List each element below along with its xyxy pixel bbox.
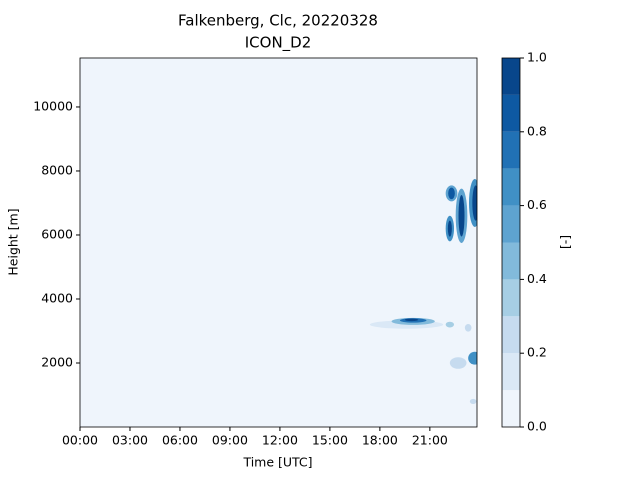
x-tick-label: 06:00: [162, 433, 198, 448]
colorbar-level: [502, 58, 520, 95]
cloud-cell: [464, 323, 472, 332]
colorbar-level: [502, 168, 520, 206]
y-tick-label: 2000: [41, 354, 73, 369]
colorbar-level: [502, 94, 520, 132]
cloud-cell: [458, 194, 465, 237]
cloud-cell: [404, 318, 419, 322]
y-tick-label: 8000: [41, 162, 73, 177]
cloud-cell: [469, 398, 477, 404]
colorbar-tick-label: 0.2: [527, 345, 547, 360]
cloud-cell: [445, 321, 455, 328]
cloud-cell: [447, 220, 452, 237]
colorbar-level: [502, 242, 520, 280]
colorbar-label: [-]: [558, 235, 573, 249]
x-tick-label: 00:00: [62, 433, 98, 448]
chart-title: Falkenberg, Clc, 20220328: [178, 12, 378, 30]
plot-area: [80, 58, 477, 427]
x-tick-label: 18:00: [362, 433, 398, 448]
x-axis-label: Time [UTC]: [242, 455, 312, 470]
cloud-cell: [448, 187, 455, 200]
colorbar-level: [502, 205, 520, 243]
colorbar-tick-label: 0.8: [527, 123, 547, 138]
colorbar-tick-label: 0.4: [527, 271, 547, 286]
colorbar-tick-label: 0.6: [527, 197, 547, 212]
x-tick-label: 03:00: [112, 433, 148, 448]
colorbar-frame: [501, 57, 521, 428]
x-tick-label: 09:00: [212, 433, 248, 448]
colorbar-level: [502, 390, 520, 427]
x-tick-label: 21:00: [412, 433, 448, 448]
colorbar-level: [502, 131, 520, 169]
colorbar-tick-label: 0.0: [527, 419, 547, 434]
y-tick-label: 4000: [41, 290, 73, 305]
y-tick-label: 6000: [41, 226, 73, 241]
cloud-cell: [449, 357, 467, 369]
colorbar-level: [502, 353, 520, 391]
colorbar-level: [502, 316, 520, 354]
cloud-cell: [468, 351, 477, 365]
y-tick-label: 10000: [33, 98, 73, 113]
x-tick-label: 15:00: [312, 433, 348, 448]
background-level: [80, 58, 477, 427]
x-tick-label: 12:00: [262, 433, 298, 448]
chart-subtitle: ICON_D2: [245, 34, 312, 53]
y-axis-label: Height [m]: [6, 208, 21, 275]
plot-frame: [79, 57, 478, 428]
colorbar-level: [502, 279, 520, 317]
cloud-cell: [472, 185, 477, 221]
colorbar-tick-label: 1.0: [527, 50, 547, 65]
